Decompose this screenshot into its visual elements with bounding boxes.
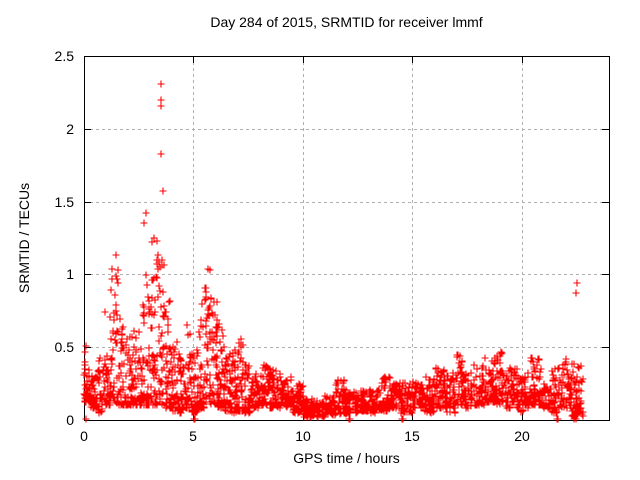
x-tick-label: 15: [404, 428, 420, 444]
axis-ticks: [84, 56, 609, 421]
data-points-srmtid: [80, 80, 587, 423]
y-tick-label: 0: [66, 412, 74, 428]
y-tick-label: 1: [66, 266, 74, 282]
x-tick-label: 0: [80, 428, 88, 444]
gridlines: [84, 56, 609, 420]
y-tick-label: 1.5: [54, 194, 74, 210]
x-tick-label: 5: [189, 428, 197, 444]
x-axis-title: GPS time / hours: [293, 450, 400, 466]
plot-border: [84, 56, 610, 421]
x-tick-label: 20: [514, 428, 530, 444]
chart-title: Day 284 of 2015, SRMTID for receiver lmm…: [210, 14, 483, 30]
y-tick-label: 2.5: [54, 48, 74, 64]
y-tick-label: 0.5: [54, 339, 74, 355]
y-tick-label: 2: [66, 121, 74, 137]
x-tick-label: 10: [295, 428, 311, 444]
